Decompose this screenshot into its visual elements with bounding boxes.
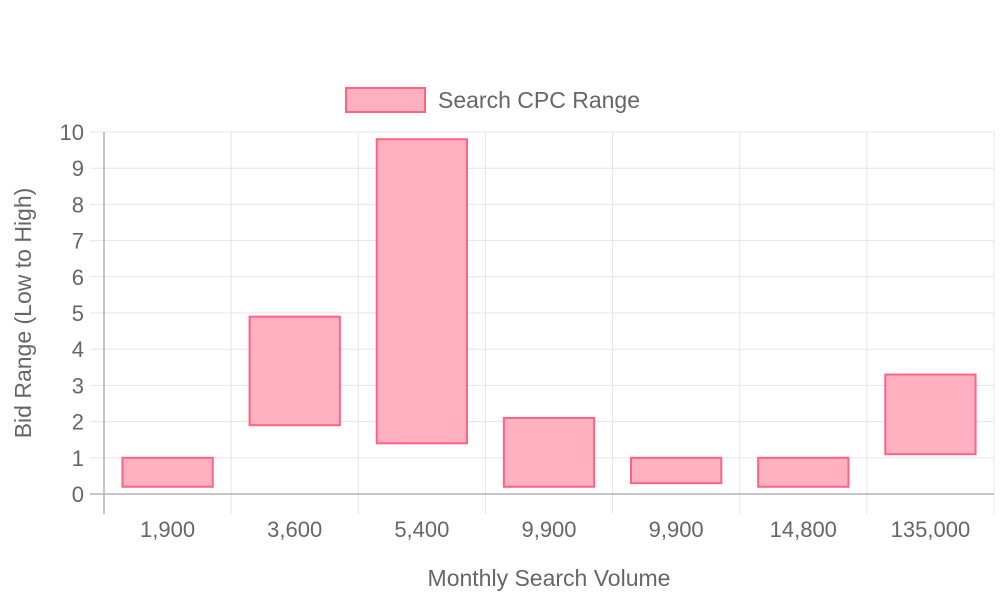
x-tick-label: 3,600	[267, 517, 322, 542]
bar	[757, 456, 850, 488]
y-tick-labels: 0 1 2 3 4 5 6 7 8 9 10	[60, 120, 84, 507]
x-tick-label: 135,000	[891, 517, 971, 542]
legend-label[interactable]: Search CPC Range	[438, 87, 640, 113]
y-tick-label: 8	[72, 192, 84, 217]
bar	[248, 315, 341, 427]
y-tick-label: 2	[72, 410, 84, 435]
bar	[502, 416, 596, 488]
bar	[375, 138, 468, 445]
y-tick-label: 4	[72, 337, 84, 362]
legend-swatch[interactable]	[345, 87, 426, 113]
x-tick-labels: 1,900 3,600 5,400 9,900 9,900 14,800 135,000	[140, 517, 970, 542]
x-tick-label: 9,900	[649, 517, 704, 542]
x-tick-label: 5,400	[394, 517, 449, 542]
bar	[884, 373, 977, 456]
y-tick-label: 5	[72, 301, 84, 326]
bars	[121, 138, 977, 488]
axes	[90, 132, 994, 514]
y-tick-label: 1	[72, 446, 84, 471]
legend[interactable]: Search CPC Range	[345, 87, 640, 113]
y-tick-label: 3	[72, 373, 84, 398]
x-tick-label: 9,900	[521, 517, 576, 542]
y-tick-label: 9	[72, 156, 84, 181]
x-tick-label: 1,900	[140, 517, 195, 542]
x-axis-title: Monthly Search Volume	[428, 565, 671, 591]
y-tick-label: 0	[72, 482, 84, 507]
bar	[630, 456, 723, 485]
y-tick-label: 10	[60, 120, 84, 145]
y-tick-label: 7	[72, 229, 84, 254]
y-axis-title: Bid Range (Low to High)	[10, 188, 36, 439]
x-tick-label: 14,800	[770, 517, 837, 542]
y-tick-label: 6	[72, 265, 84, 290]
bar	[121, 456, 214, 488]
